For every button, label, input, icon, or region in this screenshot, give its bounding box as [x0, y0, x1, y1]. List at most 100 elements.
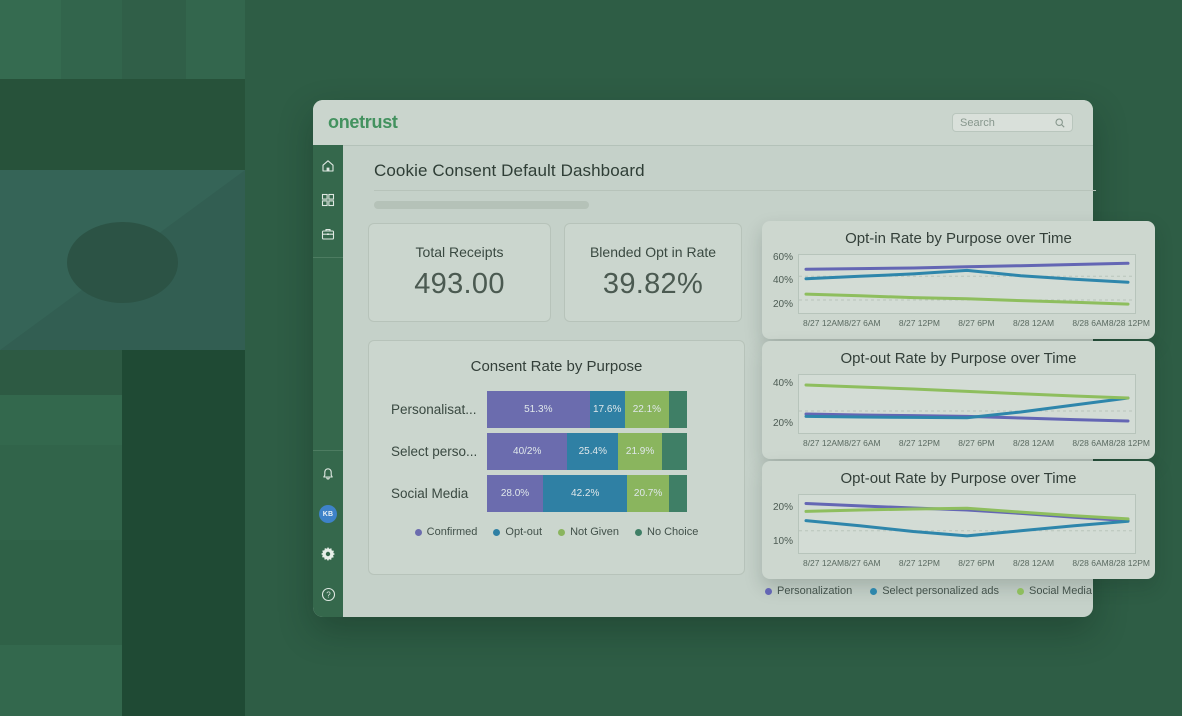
bg-rect: [0, 645, 122, 716]
bg-rect: [0, 79, 245, 170]
x-tick-label: 8/27 12AM: [802, 318, 845, 328]
legend-label: Not Given: [570, 526, 619, 538]
bar-row: Personalisat... 51.3% 17.6% 22.1%: [369, 391, 744, 428]
chart-title: Opt-out Rate by Purpose over Time: [840, 350, 1077, 367]
x-tick-label: 8/27 6PM: [958, 558, 995, 568]
bar-segment: 40/2%: [487, 433, 568, 470]
bar-segment: 25.4%: [567, 433, 619, 470]
x-axis-ticks: 8/27 12AM 8/27 6AM 8/27 12PM 8/27 6PM 8/28 1…: [798, 438, 1155, 452]
app-header: onetrust Search: [313, 100, 1093, 146]
user-avatar-button[interactable]: KB: [313, 499, 343, 529]
search-placeholder: Search: [960, 116, 995, 129]
settings-button[interactable]: [313, 539, 343, 569]
legend-dot: [493, 528, 501, 536]
bg-rect: [122, 350, 245, 716]
consent-legend: Confirmed Opt-out Not Given No Choice: [369, 526, 744, 538]
x-tick-label: 8/27 6AM: [844, 318, 881, 328]
bar-segment: 42.2%: [543, 475, 628, 512]
bg-rect: [0, 445, 122, 540]
legend-label: Social Media: [1029, 585, 1092, 597]
sidebar-item-inbox[interactable]: [313, 219, 343, 249]
kpi-value: 39.82%: [602, 268, 704, 300]
x-tick-label: 8/28 12PM: [1108, 438, 1151, 448]
loading-placeholder-bar: [374, 201, 589, 209]
kpi-label: Blended Opt in Rate: [589, 244, 717, 260]
bg-rect: [0, 350, 122, 395]
x-tick-label: 8/28 12PM: [1108, 558, 1151, 568]
x-tick-label: 8/28 12AM: [1012, 318, 1055, 328]
x-tick-label: 8/27 12PM: [898, 558, 941, 568]
briefcase-icon: [321, 229, 335, 240]
sidebar-item-apps[interactable]: [313, 185, 343, 215]
bg-rect: [0, 0, 61, 79]
bar-segment: 51.3%: [487, 391, 590, 428]
kpi-card-blended-opt-in: Blended Opt in Rate 39.82%: [564, 223, 742, 322]
legend-dot: [635, 528, 642, 536]
search-input[interactable]: Search: [952, 113, 1073, 132]
legend-item: Opt-out: [493, 526, 542, 538]
opt-out-rate-chart-card-2: Opt-out Rate by Purpose over Time 10% 20%…: [762, 461, 1155, 579]
x-tick-label: 8/27 6AM: [844, 438, 881, 448]
legend-item: Confirmed: [414, 526, 478, 538]
content-area: Cookie Consent Default Dashboard Total R…: [343, 145, 1096, 617]
y-axis-ticks: 10% 20%: [762, 494, 798, 554]
legend-item: Select personalized ads: [870, 585, 999, 597]
x-tick-label: 8/27 6PM: [958, 318, 995, 328]
x-tick-label: 8/28 6AM: [1072, 438, 1109, 448]
legend-label: Confirmed: [426, 526, 478, 538]
x-tick-label: 8/27 12PM: [898, 438, 941, 448]
legend-item: Social Media: [1017, 585, 1092, 597]
y-tick-label: 20%: [772, 298, 793, 310]
x-tick-label: 8/27 6PM: [958, 438, 995, 448]
svg-text:?: ?: [326, 590, 331, 599]
legend-dot: [765, 587, 772, 595]
bg-circle: [67, 222, 178, 303]
bar-track: 40/2% 25.4% 21.9%: [487, 433, 687, 470]
bg-rect: [61, 0, 122, 79]
avatar: KB: [319, 505, 337, 523]
help-icon: ?: [321, 587, 335, 601]
legend-label: Opt-out: [505, 526, 543, 538]
x-tick-label: 8/27 12AM: [802, 438, 845, 448]
y-tick-label: 20%: [772, 418, 793, 429]
y-tick-label: 40%: [772, 275, 793, 287]
legend-dot: [558, 528, 566, 536]
legend-dot: [1017, 587, 1025, 595]
chart-title: Consent Rate by Purpose: [470, 358, 643, 375]
y-axis-ticks: 20% 40%: [762, 374, 798, 434]
bar-segment: [661, 433, 687, 470]
bar-segment: 17.6%: [589, 391, 625, 428]
help-button[interactable]: ?: [313, 579, 343, 609]
y-tick-label: 40%: [772, 378, 793, 389]
bg-rect: [0, 540, 122, 645]
bell-icon: [323, 468, 333, 480]
bar-segment: [668, 475, 687, 512]
legend-label: Select personalized ads: [882, 585, 1000, 597]
apps-grid-icon: [321, 193, 335, 207]
title-divider: [374, 190, 1096, 191]
legend-item: No Choice: [635, 526, 698, 538]
bg-rect: [122, 0, 186, 79]
bar-category-label: Personalisat...: [391, 402, 477, 417]
bar-track: 51.3% 17.6% 22.1%: [487, 391, 687, 428]
notifications-button[interactable]: [313, 459, 343, 489]
y-tick-label: 10%: [772, 535, 793, 547]
consent-rate-chart-card: Consent Rate by Purpose Personalisat... 5…: [368, 340, 745, 575]
bar-segment: 28.0%: [487, 475, 543, 512]
opt-in-rate-chart-card: Opt-in Rate by Purpose over Time 20% 40% 6…: [762, 221, 1155, 339]
bar-row: Select perso... 40/2% 25.4% 21.9%: [369, 433, 744, 470]
sidebar-item-home[interactable]: [313, 151, 343, 181]
chart-title: Opt-out Rate by Purpose over Time: [840, 470, 1077, 487]
x-tick-label: 8/28 12PM: [1108, 318, 1151, 328]
legend-item: Personalization: [765, 585, 852, 597]
legend-dot: [414, 528, 422, 536]
bg-rect: [0, 395, 122, 445]
legend-label: No Choice: [647, 526, 699, 538]
bar-category-label: Select perso...: [391, 444, 478, 459]
kpi-value: 493.00: [414, 268, 505, 300]
bar-category-label: Social Media: [391, 486, 469, 501]
legend-dot: [870, 587, 878, 595]
sidebar-divider: [313, 257, 343, 258]
bar-segment: 21.9%: [618, 433, 662, 470]
search-icon: [1055, 117, 1065, 128]
